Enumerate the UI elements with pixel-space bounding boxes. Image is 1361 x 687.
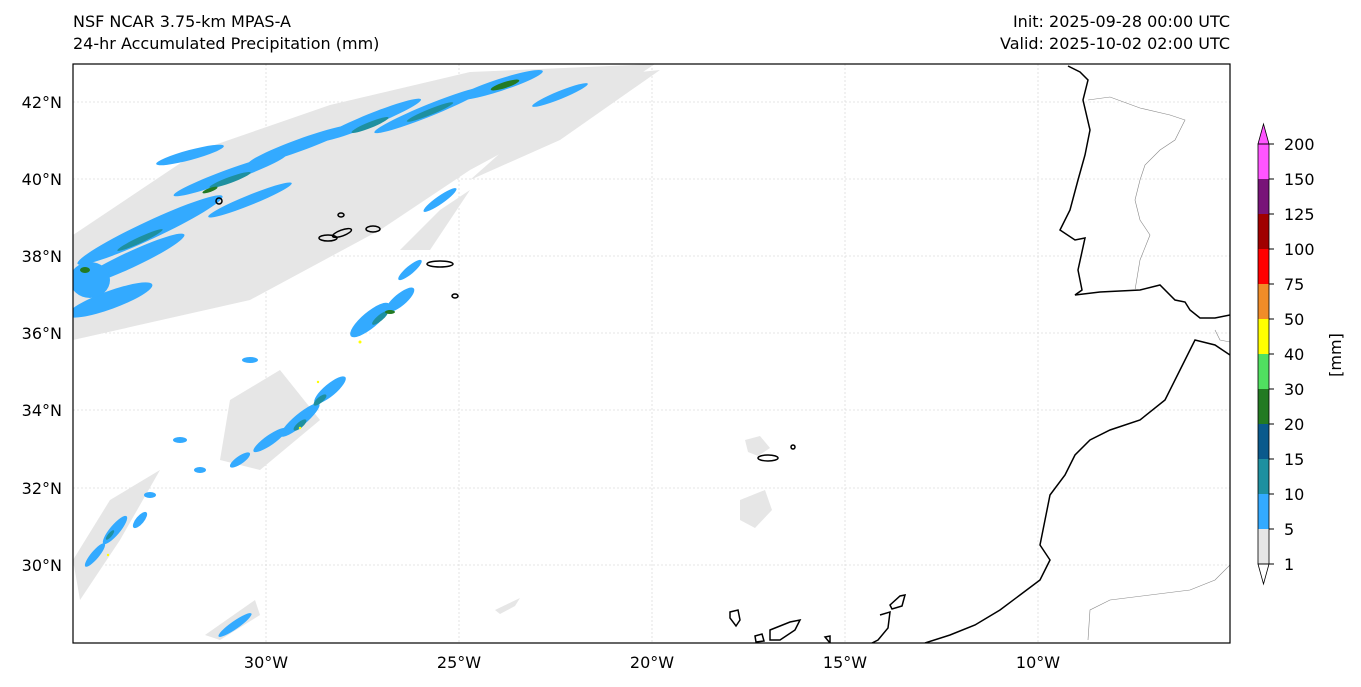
- colorbar-tick-label: 125: [1284, 205, 1315, 224]
- colorbar-tick-label: 100: [1284, 240, 1315, 259]
- colorbar-tick-label: 1: [1284, 555, 1294, 574]
- colorbar-min-extension: [1257, 563, 1270, 586]
- valid-time: Valid: 2025-10-02 02:00 UTC: [999, 34, 1230, 53]
- borders: [1087, 96, 1230, 641]
- colorbar-segment: [1258, 494, 1269, 529]
- lon-label: 10°W: [1016, 653, 1060, 672]
- lat-label: 42°N: [22, 93, 62, 112]
- precip-very-heavy: [80, 79, 520, 314]
- colorbar-tick-label: 15: [1284, 450, 1304, 469]
- colorbar-segment: [1258, 389, 1269, 424]
- init-time: Init: 2025-09-28 00:00 UTC: [1012, 12, 1230, 31]
- colorbar-tick-label: 75: [1284, 275, 1304, 294]
- lon-label: 25°W: [437, 653, 481, 672]
- colorbar-segment: [1258, 459, 1269, 494]
- precip-light: [73, 64, 772, 640]
- colorbar-segment: [1258, 284, 1269, 319]
- colorbar-tick-label: 50: [1284, 310, 1304, 329]
- colorbar-segment: [1258, 354, 1269, 389]
- lat-axis: 42°N 40°N 38°N 36°N 34°N 32°N 30°N: [22, 93, 62, 575]
- lat-label: 30°N: [22, 556, 62, 575]
- lat-label: 32°N: [22, 479, 62, 498]
- coastlines: [215, 65, 1230, 643]
- lat-label: 40°N: [22, 170, 62, 189]
- plot-frame: [72, 63, 1231, 644]
- colorbar-segment: [1258, 319, 1269, 354]
- colorbar-segment: [1258, 249, 1269, 284]
- map-plot-area: [73, 64, 1230, 643]
- precip-extreme-spots: [106, 340, 362, 557]
- colorbar-unit-label: [mm]: [1326, 333, 1345, 377]
- lat-label: 34°N: [22, 401, 62, 420]
- precip-moderate: [73, 69, 588, 637]
- model-title: NSF NCAR 3.75-km MPAS-A: [73, 12, 291, 31]
- colorbar-tick-label: 150: [1284, 170, 1315, 189]
- colorbar-tick-label: 5: [1284, 520, 1294, 539]
- lon-axis: 30°W 25°W 20°W 15°W 10°W: [244, 653, 1060, 672]
- time-info: Init: 2025-09-28 00:00 UTC Valid: 2025-1…: [1000, 11, 1230, 55]
- product-title: 24-hr Accumulated Precipitation (mm): [73, 34, 380, 53]
- colorbar-tick-label: 40: [1284, 345, 1304, 364]
- colorbar-segment: [1258, 214, 1269, 249]
- colorbar-segments: [1257, 122, 1270, 586]
- colorbar-tick-label: 20: [1284, 415, 1304, 434]
- lon-label: 30°W: [244, 653, 288, 672]
- lon-label: 20°W: [630, 653, 674, 672]
- colorbar-tick-label: 30: [1284, 380, 1304, 399]
- colorbar-tick-label: 10: [1284, 485, 1304, 504]
- lon-label: 15°W: [823, 653, 867, 672]
- lat-label: 36°N: [22, 324, 62, 343]
- precip-heavy: [105, 102, 454, 540]
- map-title: NSF NCAR 3.75-km MPAS-A 24-hr Accumulate…: [73, 11, 379, 55]
- colorbar-segment: [1258, 144, 1269, 179]
- colorbar-segment: [1258, 529, 1269, 564]
- colorbar-segment: [1258, 179, 1269, 214]
- colorbar-max-extension: [1257, 122, 1270, 145]
- colorbar-tick-label: 200: [1284, 135, 1315, 154]
- colorbar-segment: [1258, 424, 1269, 459]
- lat-label: 38°N: [22, 247, 62, 266]
